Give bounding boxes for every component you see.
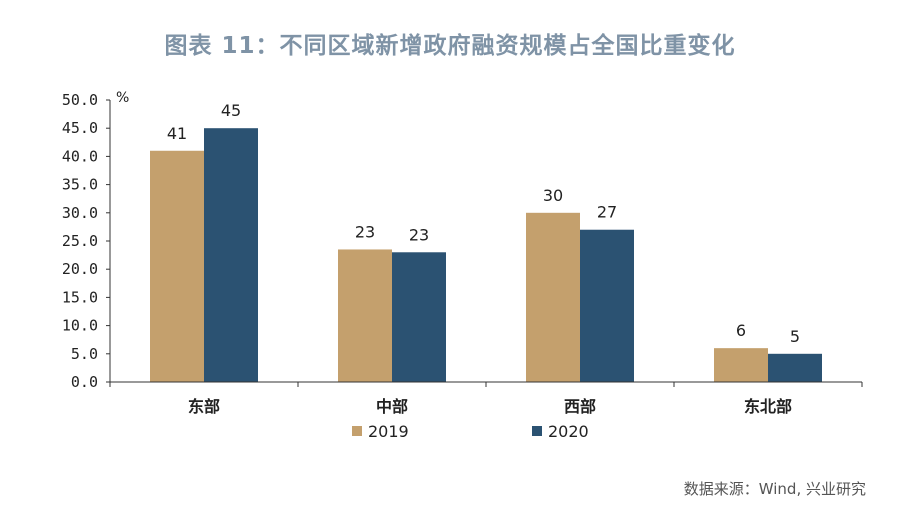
y-tick-label: 45.0 bbox=[62, 119, 98, 137]
y-axis: 0.0 5.0 10.0 15.0 20.0 25.0 30.0 35.0 40.0 45.0 50… bbox=[62, 91, 111, 391]
bar-2019 bbox=[338, 249, 392, 382]
y-tick-label: 40.0 bbox=[62, 147, 98, 165]
y-tick-label: 35.0 bbox=[62, 176, 98, 194]
data-labels: 41 45 23 23 30 27 6 5 bbox=[167, 101, 800, 346]
x-category-label: 东部 bbox=[188, 397, 220, 416]
data-label: 5 bbox=[790, 327, 800, 346]
bar-2020 bbox=[392, 252, 446, 382]
data-label: 23 bbox=[409, 225, 429, 244]
bar-2019 bbox=[526, 212, 580, 382]
bar-2019 bbox=[714, 348, 768, 382]
legend: 2019 2020 bbox=[352, 422, 589, 441]
bar-2020 bbox=[768, 353, 822, 382]
source-note: 数据来源：Wind, 兴业研究 bbox=[683, 480, 866, 498]
x-category-label: 西部 bbox=[564, 397, 596, 416]
y-tick-label: 20.0 bbox=[62, 260, 98, 278]
y-tick-label: 50.0 bbox=[62, 91, 98, 109]
bar-2020 bbox=[204, 128, 258, 382]
legend-swatch bbox=[352, 426, 362, 436]
x-category-label: 中部 bbox=[376, 397, 408, 416]
legend-label: 2020 bbox=[548, 422, 589, 441]
x-axis: 东部 中部 西部 东北部 bbox=[109, 381, 863, 416]
y-tick-label: 25.0 bbox=[62, 232, 98, 250]
bars bbox=[150, 128, 822, 382]
legend-label: 2019 bbox=[368, 422, 409, 441]
chart-title: 图表 11：不同区域新增政府融资规模占全国比重变化 bbox=[164, 33, 736, 59]
y-tick-label: 5.0 bbox=[71, 345, 98, 363]
legend-swatch bbox=[532, 426, 542, 436]
bar-2020 bbox=[580, 229, 634, 382]
bar-2019 bbox=[150, 150, 204, 382]
data-label: 27 bbox=[597, 203, 617, 222]
data-label: 30 bbox=[543, 186, 563, 205]
x-category-label: 东北部 bbox=[744, 397, 792, 416]
y-tick-label: 15.0 bbox=[62, 288, 98, 306]
data-label: 6 bbox=[736, 321, 746, 340]
data-label: 23 bbox=[355, 222, 375, 241]
y-tick-label: 10.0 bbox=[62, 317, 98, 335]
data-label: 45 bbox=[221, 101, 241, 120]
y-axis-unit: % bbox=[116, 90, 129, 106]
y-tick-label: 0.0 bbox=[71, 373, 98, 391]
data-label: 41 bbox=[167, 124, 187, 143]
y-tick-label: 30.0 bbox=[62, 204, 98, 222]
